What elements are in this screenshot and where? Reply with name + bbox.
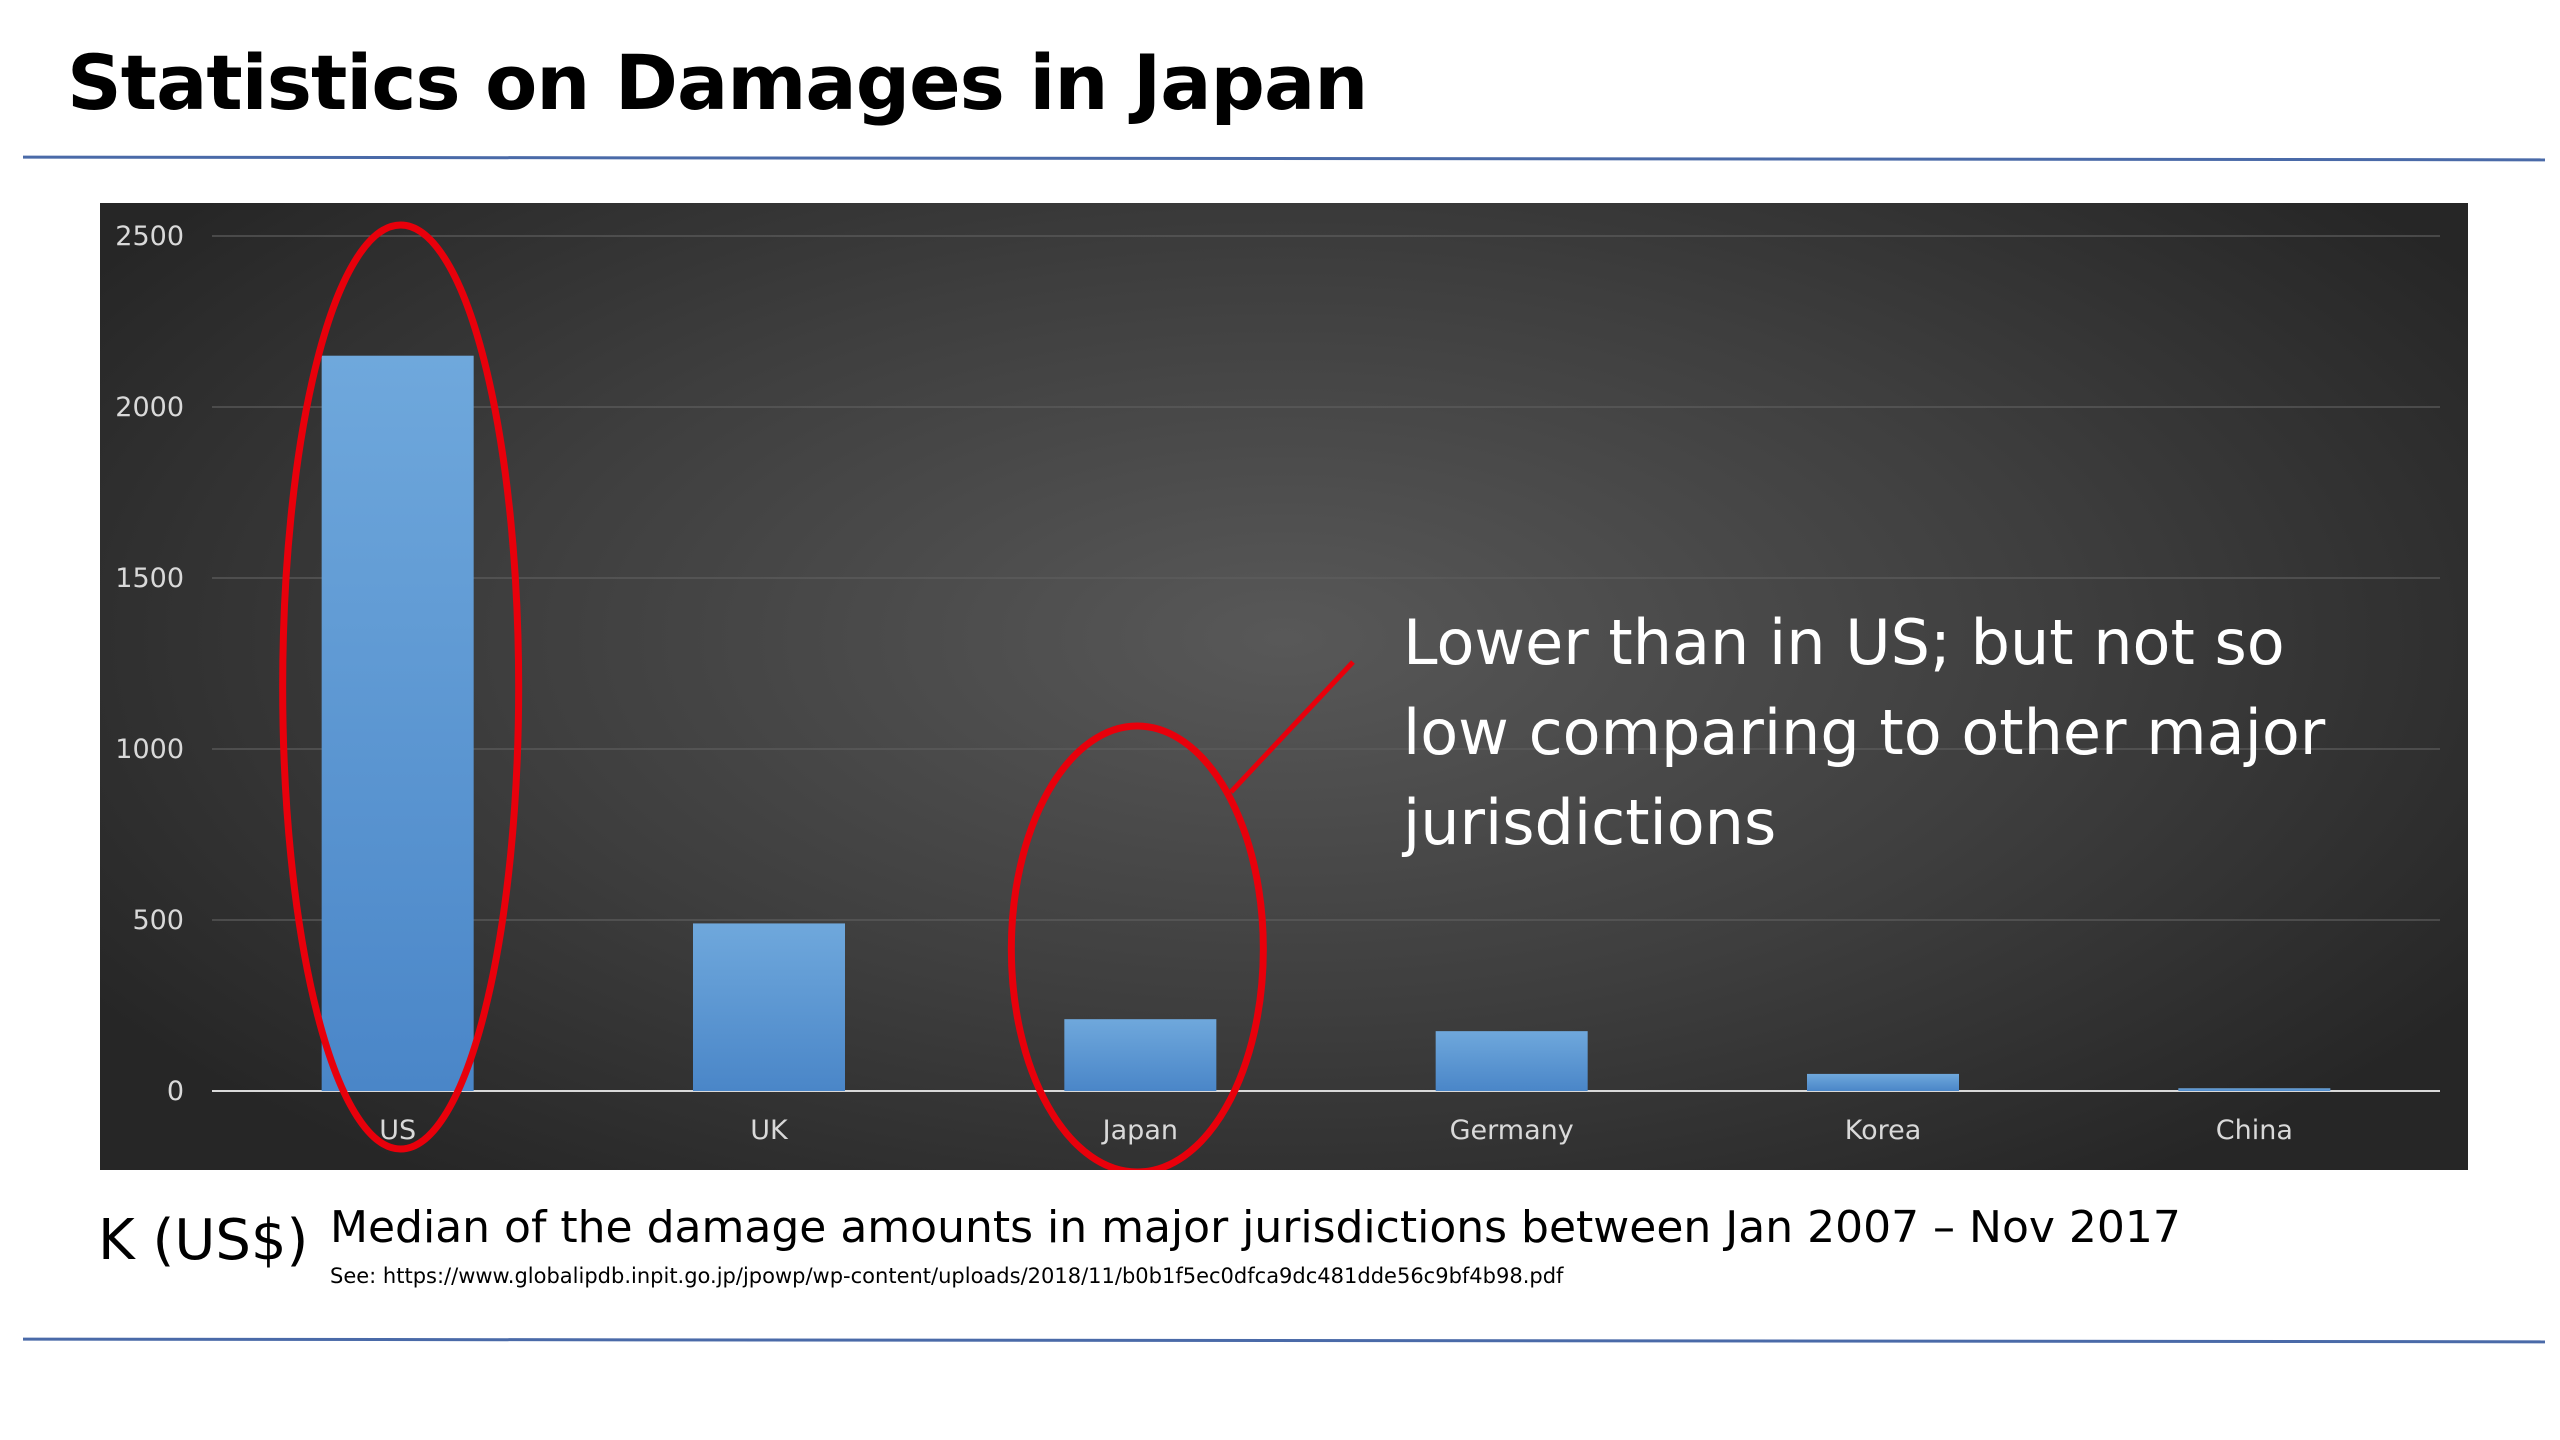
y-tick-label: 1000 xyxy=(115,734,184,765)
chart-caption: Median of the damage amounts in major ju… xyxy=(330,1202,2181,1253)
bar-us xyxy=(321,355,474,1091)
slide-title: Statistics on Damages in Japan xyxy=(67,38,1368,127)
x-tick-label: UK xyxy=(750,1115,789,1146)
highlight-ellipse-japan xyxy=(1007,722,1267,1170)
unit-label: K (US$) xyxy=(98,1208,309,1273)
bar-uk xyxy=(693,923,845,1091)
y-tick-label: 0 xyxy=(167,1076,184,1107)
bar-china xyxy=(2178,1088,2331,1091)
bar-japan xyxy=(1064,1019,1217,1091)
x-tick-label: China xyxy=(2216,1115,2293,1146)
x-tick-label: Korea xyxy=(1845,1115,1922,1146)
y-tick-label: 2500 xyxy=(115,221,184,252)
x-tick-label: US xyxy=(379,1115,416,1146)
annotation-pointer-line xyxy=(1229,660,1355,794)
y-tick-label: 2000 xyxy=(115,392,184,423)
bar-germany xyxy=(1435,1031,1588,1091)
bar-chart: 0 500 1000 1500 2000 2500 US UK Japan Germany Kore… xyxy=(115,221,2440,1170)
footer-divider xyxy=(22,1337,2546,1344)
x-tick-label: Japan xyxy=(1101,1115,1178,1146)
y-tick-label: 1500 xyxy=(115,563,184,594)
bar-korea xyxy=(1807,1073,1959,1091)
title-divider xyxy=(22,155,2546,162)
source-citation: See: https://www.globalipdb.inpit.go.jp/… xyxy=(330,1264,1564,1288)
highlight-ellipse-us xyxy=(279,221,523,1153)
x-tick-label: Germany xyxy=(1450,1115,1574,1146)
y-tick-label: 500 xyxy=(132,905,184,936)
chart-panel: 0 500 1000 1500 2000 2500 US UK Japan Germany Kore… xyxy=(100,203,2468,1170)
chart-annotation: Lower than in US; but not so low compari… xyxy=(1403,606,2326,859)
